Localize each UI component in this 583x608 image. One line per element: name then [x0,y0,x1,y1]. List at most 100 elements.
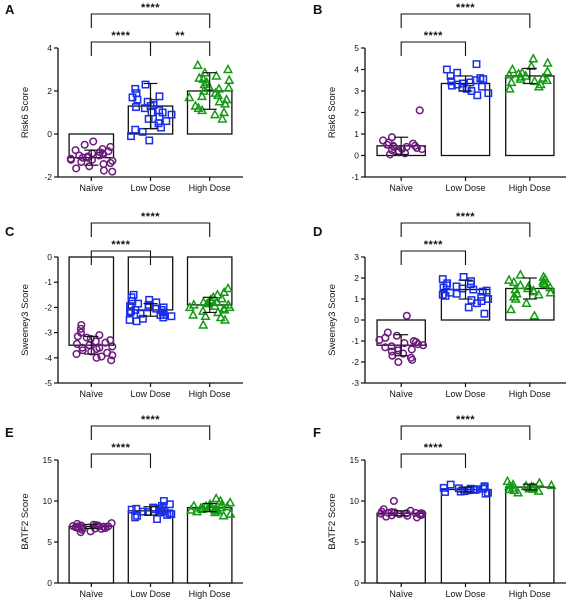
data-point [542,57,553,67]
x-category-label: High Dose [509,389,551,399]
x-category-label: Naïve [80,389,104,399]
bar-0 [68,256,115,346]
data-point [72,339,81,348]
data-point [73,332,82,341]
significance-label: **** [424,442,443,454]
data-point [538,277,549,287]
data-point [97,352,106,361]
data-point [128,93,137,102]
y-tick-label: 3 [354,252,359,262]
data-point [520,480,532,490]
data-point [160,507,169,516]
data-point [526,60,537,71]
data-point [217,113,228,123]
y-tick-label: 15 [43,455,53,465]
data-point [223,82,234,92]
data-point [155,506,164,515]
data-point [77,320,86,330]
data-point [218,510,229,520]
significance-label: **** [111,442,130,454]
data-point [473,91,482,100]
panel-label: E [5,425,14,440]
data-point [153,515,161,523]
y-tick-label: 5 [354,43,359,53]
y-tick-label: -2 [44,302,52,312]
chart-panel-e: E BATF2 Score 0 5 10 15 Naïve Low Dose High Dose… [5,414,243,599]
y-tick-label: -5 [44,378,52,388]
data-point [99,522,108,531]
data-point [506,76,517,87]
y-tick-label: -3 [44,328,52,338]
x-category-label: Low Dose [445,589,485,599]
data-point [515,269,526,279]
panel-label: B [313,2,322,17]
data-point [541,74,553,84]
data-point [534,477,545,487]
data-point [411,338,421,347]
data-point [504,479,515,490]
y-tick-label: 1 [354,129,359,139]
data-point [209,504,221,514]
y-tick-label: -4 [44,353,52,363]
data-point [82,333,91,342]
data-point [167,312,176,321]
x-category-label: High Dose [189,183,231,193]
significance-bracket [90,425,211,440]
data-point [157,123,165,132]
x-category-label: Low Dose [445,183,485,193]
y-tick-label: 0 [354,151,359,161]
data-point [215,311,226,322]
data-point [417,145,426,154]
y-tick-label: 0 [47,129,52,139]
y-tick-label: 0 [47,578,52,588]
y-axis-label: Sweeney3 Score [327,284,338,356]
data-point [211,70,222,80]
data-point [464,303,473,312]
data-point [209,300,220,310]
data-point [446,480,455,489]
bar-1 [127,510,174,584]
bar-0 [68,525,115,584]
significance-label: **** [456,414,475,426]
data-point [89,137,98,146]
x-category-label: High Dose [509,589,551,599]
data-point [484,488,492,497]
significance-bracket [90,222,211,237]
data-point [131,125,140,134]
data-point [385,150,395,159]
data-point [478,287,487,296]
significance-label: **** [111,239,130,251]
bar-0 [376,512,426,584]
data-point [470,485,479,494]
data-point [198,319,209,329]
chart-panel-b: B Risk6 Score -1 0 1 2 3 4 5 Naïve Low Dose High Do… [313,2,566,193]
data-point [452,289,461,298]
data-point [537,72,548,82]
data-point [108,342,117,351]
data-point [132,317,141,326]
data-point [77,157,86,166]
y-tick-label: 0 [47,252,52,262]
data-point [225,497,236,507]
data-point [72,164,81,173]
data-point [80,140,89,149]
data-point [200,310,211,320]
significance-label: **** [424,239,443,251]
y-tick-label: 2 [354,273,359,283]
x-category-label: Low Dose [445,389,485,399]
data-point [219,286,230,297]
data-point [165,500,174,509]
data-point [517,67,528,77]
bar-2 [505,486,555,584]
significance-label: **** [141,414,160,426]
data-point [108,351,117,360]
data-point [415,106,424,115]
y-tick-label: 4 [354,65,359,75]
data-point [198,73,209,83]
data-point [515,71,526,81]
chart-panel-c: C Sweeney3 Score -5 -4 -3 -2 -1 0 Naïve Low Dose H… [5,211,243,399]
panel-label: A [5,2,15,17]
data-point [521,297,532,307]
data-point [402,311,411,320]
data-point [412,143,421,153]
